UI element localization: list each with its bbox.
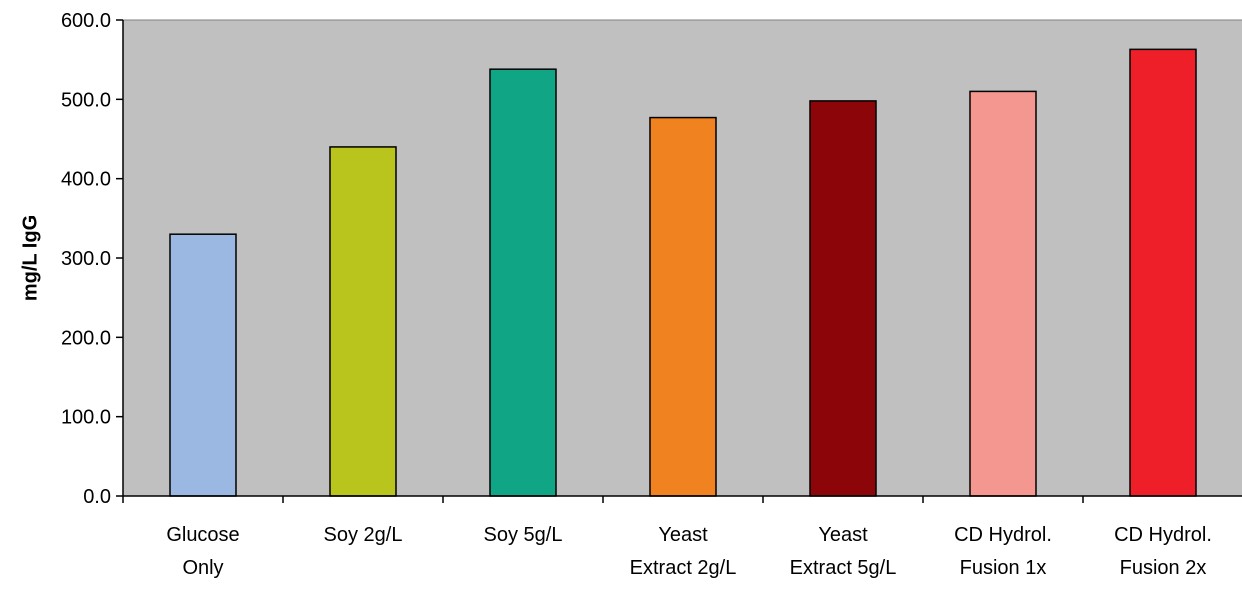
bar-1 (169, 233, 237, 497)
x-tick-label: CD Hydrol. Fusion 2x (1114, 524, 1212, 579)
y-tick-label: 200.0 (61, 327, 111, 349)
x-tick-label: Soy 2g/L (324, 524, 403, 546)
x-tick-label: CD Hydrol. Fusion 1x (954, 524, 1052, 579)
bar-7 (1129, 48, 1197, 497)
bar-4 (649, 116, 717, 497)
x-tick-labels: Glucose Only Soy 2g/L Soy 5g/L Yeast Extract … (122, 496, 1212, 579)
y-tick-label: 600.0 (61, 10, 111, 32)
y-tick-label: 400.0 (61, 169, 111, 191)
x-tick-label: Glucose Only (166, 524, 239, 579)
y-tick-label: 100.0 (61, 407, 111, 429)
bars (169, 48, 1197, 497)
y-tick-label: 500.0 (61, 89, 111, 111)
y-tick-labels: 0.0 100.0 200.0 300.0 400.0 500.0 600.0 (61, 10, 123, 508)
bar-6 (969, 90, 1037, 497)
bar-2 (329, 146, 397, 497)
bar-3 (489, 68, 557, 497)
bar-5 (809, 100, 877, 497)
y-tick-label: 0.0 (83, 486, 111, 508)
x-tick-label: Yeast Extract 2g/L (630, 524, 737, 579)
x-tick-label: Yeast Extract 5g/L (790, 524, 897, 579)
y-axis-label: mg/L IgG (19, 215, 41, 301)
x-tick-label: Soy 5g/L (484, 524, 563, 546)
y-tick-label: 300.0 (61, 248, 111, 270)
